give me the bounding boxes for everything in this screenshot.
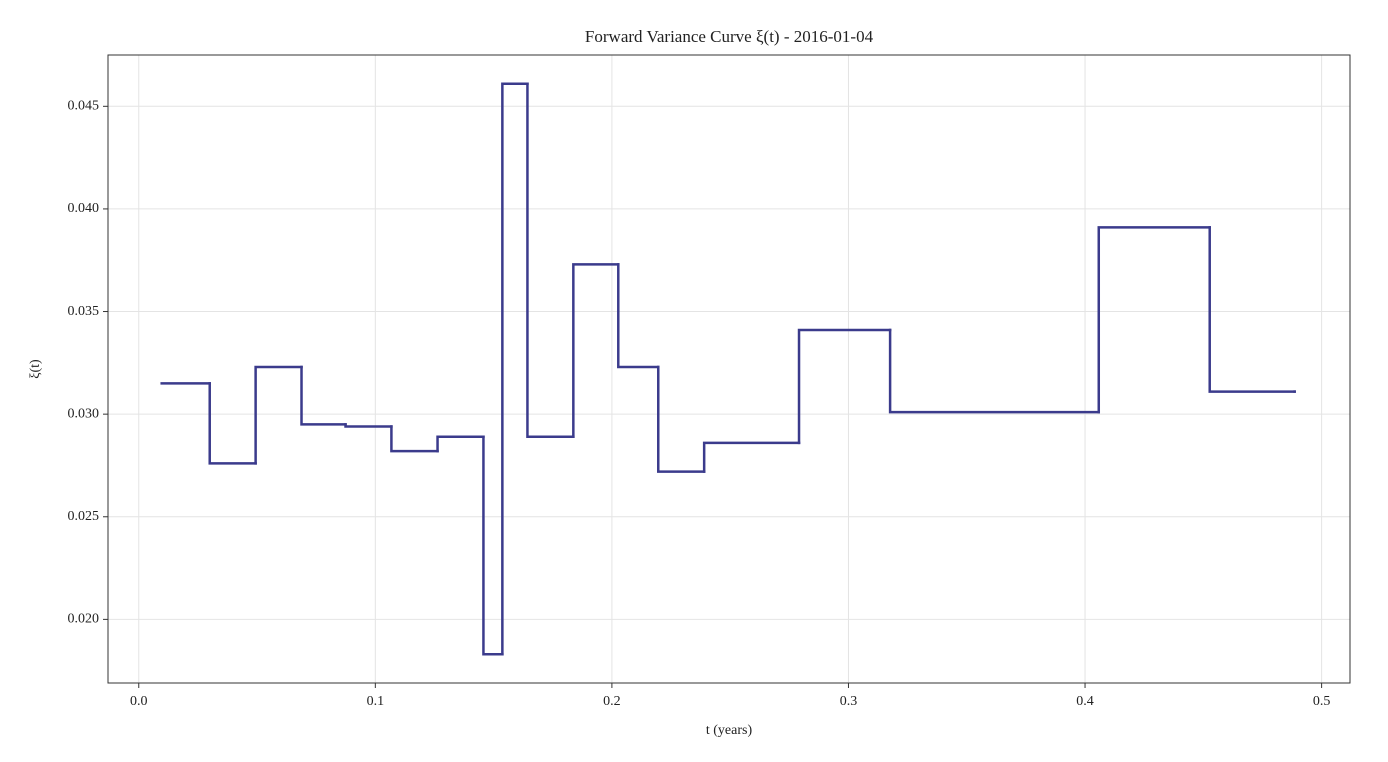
y-tick-label: 0.045 <box>68 99 100 114</box>
step-segment <box>344 423 393 428</box>
step-segment <box>300 365 347 426</box>
step-segment <box>657 365 706 473</box>
x-tick-label: 0.2 <box>603 694 621 709</box>
plot-frame <box>107 54 1351 684</box>
x-tick-label: 0.3 <box>840 694 858 709</box>
x-tick-label: 0.5 <box>1313 694 1331 709</box>
x-tick-label: 0.1 <box>367 694 385 709</box>
step-segment <box>617 263 660 369</box>
step-segment <box>390 425 439 453</box>
step-segment <box>1097 226 1211 414</box>
y-tick-label: 0.020 <box>68 612 100 627</box>
x-tick-label: 0.4 <box>1076 694 1094 709</box>
chart-title: Forward Variance Curve ξ(t) - 2016-01-04 <box>585 27 874 46</box>
step-segment <box>482 435 504 656</box>
x-axis-label: t (years) <box>706 723 753 738</box>
step-segment <box>254 365 303 465</box>
y-tick-label: 0.030 <box>68 406 100 421</box>
step-segment <box>208 382 257 465</box>
x-tick-label: 0.0 <box>130 694 148 709</box>
step-segment <box>436 435 485 453</box>
step-segment <box>526 82 575 438</box>
step-segment <box>797 328 892 445</box>
step-segment <box>888 328 1101 414</box>
y-tick-label: 0.040 <box>68 201 100 216</box>
y-tick-label: 0.025 <box>68 509 100 524</box>
y-tick-label: 0.035 <box>68 304 100 319</box>
y-axis-label: ξ(t) <box>28 359 43 379</box>
step-segment <box>1208 226 1296 393</box>
step-segment <box>501 82 529 656</box>
step-segment <box>572 263 620 438</box>
step-segment <box>702 441 801 473</box>
